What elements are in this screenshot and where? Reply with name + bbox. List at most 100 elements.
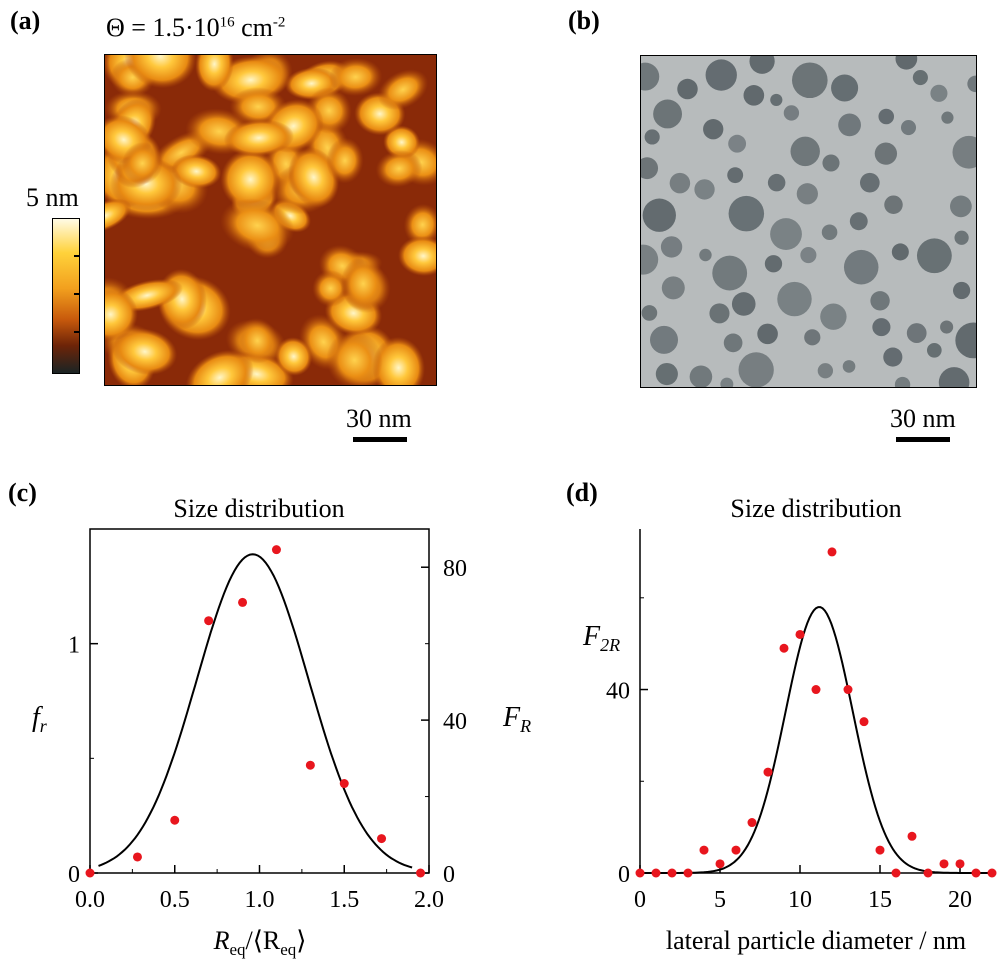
tem-particle bbox=[796, 183, 818, 205]
chart-c-point bbox=[416, 868, 426, 878]
tem-particle bbox=[649, 325, 679, 354]
chart-c-ylabel-left: fr bbox=[32, 702, 48, 736]
chart-c-title: Size distribution bbox=[173, 494, 344, 523]
chart-c-point bbox=[85, 868, 95, 878]
tem-particle bbox=[954, 230, 969, 245]
chart-c-xlabel: Req/⟨Req⟩ bbox=[213, 926, 307, 959]
chart-d-point bbox=[651, 868, 661, 878]
tem-particle bbox=[952, 135, 976, 169]
tem-particle bbox=[727, 167, 744, 184]
chart-d-xlabel: lateral particle diameter / nm bbox=[666, 926, 966, 955]
chart-d-point bbox=[667, 868, 677, 878]
chart-c-xtick-label: 1.0 bbox=[245, 887, 275, 913]
chart-c-point bbox=[170, 815, 180, 825]
tem-particle bbox=[653, 99, 683, 129]
tem-micrograph bbox=[641, 56, 976, 387]
tem-particle bbox=[641, 157, 659, 180]
chart-c-ytick-left-label: 0 bbox=[68, 862, 80, 888]
colorbar bbox=[52, 218, 80, 374]
tem-particle bbox=[878, 108, 895, 125]
chart-d-axes bbox=[639, 529, 992, 874]
chart-c-xtick-label: 0.0 bbox=[75, 887, 105, 913]
chart-d-ylabel-main: F bbox=[582, 621, 601, 652]
afm-grain bbox=[105, 198, 132, 233]
afm-grain bbox=[372, 336, 426, 385]
chart-c-ylabel-left-main: f bbox=[32, 702, 43, 733]
chart-c-xtick-label: 0.5 bbox=[160, 887, 190, 913]
tem-particle bbox=[689, 365, 713, 387]
tem-particle bbox=[641, 244, 659, 275]
chart-d-point bbox=[987, 868, 997, 878]
chart-d-fit-curve bbox=[640, 606, 992, 874]
tem-particle bbox=[777, 281, 812, 317]
tem-particle bbox=[731, 292, 756, 316]
afm-grain bbox=[326, 330, 383, 385]
chart-d-point bbox=[811, 685, 821, 695]
chart-d-xtick-label: 5 bbox=[714, 887, 726, 913]
chart-d-ytick-label: 0 bbox=[618, 862, 630, 888]
scalebar-b bbox=[896, 437, 950, 442]
tem-particle bbox=[712, 255, 748, 291]
afm-grain bbox=[236, 317, 278, 364]
chart-c-xtick-label: 2.0 bbox=[414, 887, 444, 913]
chart-c-ylabel-right-main: F bbox=[502, 702, 521, 733]
tem-particle bbox=[792, 62, 828, 99]
afm-grain bbox=[223, 119, 295, 157]
tem-particle bbox=[894, 376, 911, 387]
afm-grain bbox=[326, 137, 364, 184]
tem-particle bbox=[940, 320, 954, 334]
chart-d-point bbox=[715, 859, 725, 869]
chart-c-point bbox=[305, 760, 315, 770]
tem-particle bbox=[749, 56, 775, 74]
tem-particle bbox=[849, 212, 868, 231]
tem-image bbox=[640, 55, 977, 388]
afm-topography bbox=[105, 55, 436, 385]
tem-particle bbox=[967, 75, 976, 93]
afm-grain bbox=[375, 150, 423, 188]
tem-particle bbox=[884, 195, 903, 214]
tem-particle bbox=[952, 281, 971, 300]
coverage-label: Θ = 1.5·1016 cm-2 bbox=[106, 13, 285, 43]
afm-grain bbox=[403, 203, 436, 246]
tem-particle bbox=[912, 69, 928, 86]
chart-c-ytick-right-label: 40 bbox=[443, 709, 467, 735]
chart-d-ylabel: F2R bbox=[582, 621, 620, 655]
tem-particle bbox=[655, 362, 678, 386]
afm-grain bbox=[185, 349, 254, 385]
scalebar-a bbox=[353, 437, 407, 442]
afm-grain bbox=[105, 287, 138, 342]
tem-particle bbox=[800, 247, 817, 264]
afm-image bbox=[104, 54, 437, 386]
tem-particle bbox=[842, 360, 856, 373]
afm-grain bbox=[340, 256, 386, 311]
tem-particle bbox=[728, 195, 765, 232]
chart-d-title: Size distribution bbox=[730, 494, 901, 523]
afm-grain bbox=[377, 69, 429, 110]
afm-grain bbox=[195, 55, 234, 92]
tem-particle bbox=[720, 377, 734, 387]
afm-grain bbox=[383, 125, 421, 160]
chart-c-ylabel-right: FR bbox=[502, 702, 531, 736]
tem-particle bbox=[767, 173, 786, 192]
chart-c-point bbox=[271, 545, 281, 555]
tem-particle bbox=[900, 120, 917, 136]
chart-c-point bbox=[238, 597, 248, 607]
afm-grain bbox=[328, 57, 383, 97]
colorbar-max-label: 5 nm bbox=[26, 183, 79, 212]
tem-particle bbox=[817, 363, 834, 379]
afm-grain bbox=[112, 328, 178, 376]
panel-b-label: (b) bbox=[568, 6, 600, 35]
tem-particle bbox=[790, 136, 820, 167]
chart-d-ylabel-sub: 2R bbox=[600, 635, 620, 655]
panel-a-label: (a) bbox=[10, 6, 41, 35]
tem-particle bbox=[821, 224, 838, 241]
tem-particle bbox=[822, 154, 840, 172]
tem-particle bbox=[743, 85, 765, 106]
afm-grain bbox=[312, 269, 349, 307]
coverage-unit-exponent: -2 bbox=[272, 14, 286, 31]
chart-d-point bbox=[827, 547, 837, 557]
tem-particle bbox=[831, 74, 859, 102]
scalebar-b-label: 30 nm bbox=[890, 404, 956, 433]
tem-particle bbox=[941, 111, 954, 124]
tem-particle bbox=[677, 78, 698, 100]
